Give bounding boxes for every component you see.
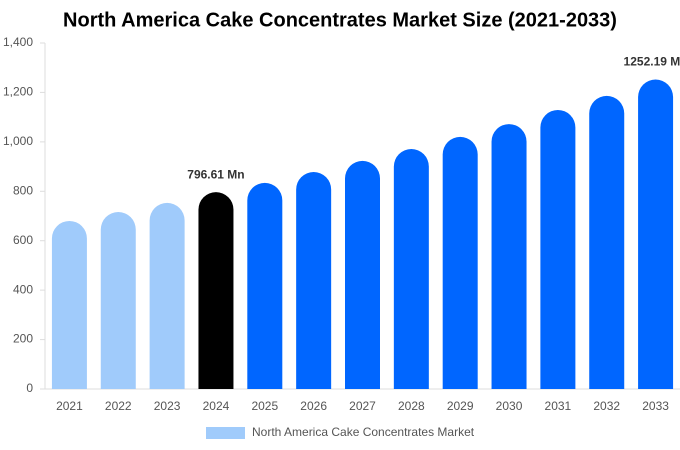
x-tick-label: 2030 bbox=[496, 399, 523, 413]
x-tick-label: 2021 bbox=[56, 399, 83, 413]
x-tick-label: 2027 bbox=[349, 399, 376, 413]
chart-title: North America Cake Concentrates Market S… bbox=[63, 9, 617, 31]
bar bbox=[51, 220, 87, 389]
legend-swatch bbox=[206, 427, 245, 439]
x-tick-label: 2025 bbox=[251, 399, 278, 413]
bar bbox=[638, 79, 674, 390]
bar bbox=[393, 149, 429, 389]
x-tick-label: 2032 bbox=[593, 399, 620, 413]
y-tick-label: 1,400 bbox=[3, 35, 33, 49]
legend-label: North America Cake Concentrates Market bbox=[252, 425, 475, 439]
bar bbox=[345, 160, 380, 389]
x-tick-label: 2022 bbox=[105, 399, 132, 413]
y-tick-label: 400 bbox=[13, 282, 33, 296]
x-tick-label: 2026 bbox=[300, 399, 327, 413]
y-tick-label: 0 bbox=[26, 381, 33, 395]
bar bbox=[491, 124, 527, 389]
x-tick-label: 2033 bbox=[642, 399, 669, 413]
bar bbox=[540, 109, 576, 390]
y-tick-label: 600 bbox=[13, 233, 33, 247]
bar bbox=[149, 202, 185, 389]
y-tick-label: 1,000 bbox=[3, 134, 33, 148]
value-label: 796.61 Mn bbox=[187, 167, 244, 181]
y-tick-label: 1,200 bbox=[3, 85, 33, 99]
bar bbox=[247, 182, 283, 389]
x-tick-label: 2023 bbox=[154, 399, 181, 413]
bar bbox=[442, 136, 478, 389]
value-label: 1252.19 Mn bbox=[624, 55, 680, 69]
bar bbox=[100, 212, 136, 389]
x-tick-label: 2028 bbox=[398, 399, 425, 413]
y-tick-label: 200 bbox=[13, 332, 33, 346]
x-tick-label: 2029 bbox=[447, 399, 474, 413]
x-tick-label: 2031 bbox=[545, 399, 572, 413]
x-tick-label: 2024 bbox=[203, 399, 230, 413]
bar bbox=[589, 95, 625, 389]
bar bbox=[296, 172, 332, 389]
y-tick-label: 800 bbox=[13, 183, 33, 197]
bar bbox=[198, 192, 234, 389]
